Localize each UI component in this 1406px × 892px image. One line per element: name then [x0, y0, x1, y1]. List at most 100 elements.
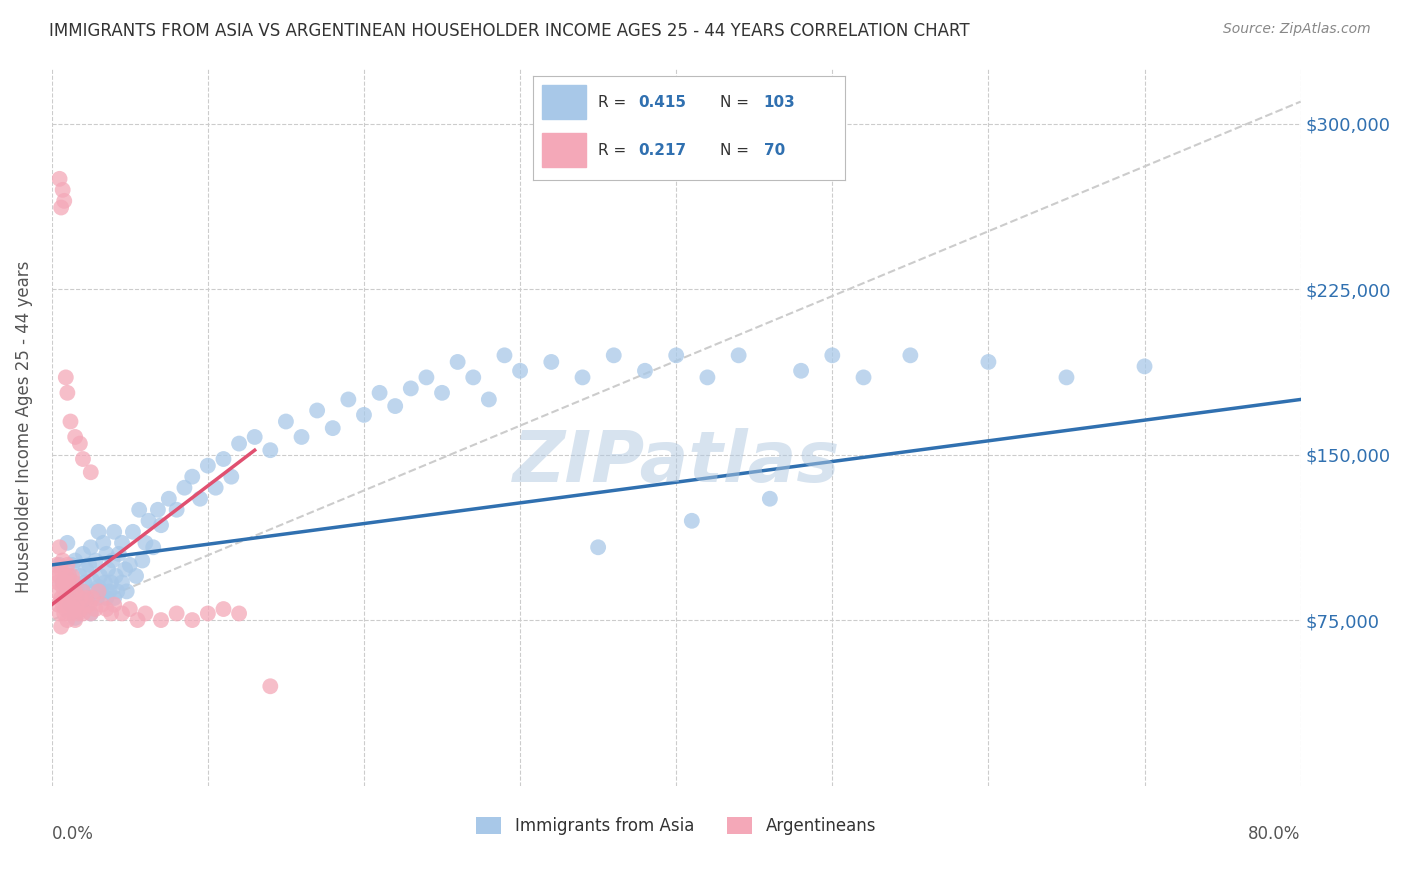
Point — [62, 602, 84, 616]
Point — [72, 452, 94, 467]
Text: Source: ZipAtlas.com: Source: ZipAtlas.com — [1223, 22, 1371, 37]
Point — [63, 430, 86, 444]
Point — [55, 569, 77, 583]
Point — [603, 348, 626, 362]
Point — [80, 607, 103, 621]
Point — [96, 602, 118, 616]
Point — [134, 607, 156, 621]
Point — [127, 613, 149, 627]
Point — [898, 348, 921, 362]
Y-axis label: Householder Income Ages 25 - 44 years: Householder Income Ages 25 - 44 years — [15, 260, 32, 593]
Point — [52, 553, 75, 567]
Point — [142, 541, 165, 555]
Point — [56, 385, 79, 400]
Point — [105, 584, 128, 599]
Point — [69, 436, 91, 450]
Point — [70, 602, 93, 616]
Point — [322, 421, 344, 435]
Point — [82, 574, 104, 588]
Point — [60, 569, 83, 583]
Point — [122, 524, 145, 539]
Point — [66, 598, 89, 612]
Point — [228, 436, 250, 450]
Point — [72, 584, 94, 599]
Point — [60, 591, 83, 605]
Point — [173, 481, 195, 495]
Point — [90, 584, 112, 599]
Point — [58, 569, 80, 583]
Point — [665, 348, 688, 362]
Point — [59, 598, 82, 612]
Point — [90, 598, 112, 612]
Point — [80, 541, 103, 555]
Point — [727, 348, 749, 362]
Point — [59, 580, 82, 594]
Point — [188, 491, 211, 506]
Legend: Immigrants from Asia, Argentineans: Immigrants from Asia, Argentineans — [470, 810, 883, 842]
Point — [72, 607, 94, 621]
Point — [103, 591, 125, 605]
Point — [84, 602, 107, 616]
Point — [62, 575, 84, 590]
Point — [759, 491, 782, 506]
Point — [69, 591, 91, 605]
Point — [181, 469, 204, 483]
Point — [56, 536, 79, 550]
Point — [70, 602, 93, 616]
Point — [114, 562, 136, 576]
Point — [87, 580, 110, 594]
Point — [66, 580, 89, 594]
Point — [53, 607, 76, 621]
Point — [111, 575, 134, 590]
Text: 0.0%: 0.0% — [52, 825, 94, 843]
Point — [103, 524, 125, 539]
Point — [259, 679, 281, 693]
Point — [48, 569, 70, 583]
Point — [58, 598, 80, 612]
Point — [55, 602, 77, 616]
Point — [212, 452, 235, 467]
Point — [46, 598, 69, 612]
Point — [104, 569, 127, 583]
Point — [55, 370, 77, 384]
Point — [478, 392, 501, 407]
Point — [53, 194, 76, 208]
Point — [56, 584, 79, 599]
Point — [290, 430, 312, 444]
Point — [56, 580, 79, 594]
Point — [494, 348, 516, 362]
Point — [108, 547, 131, 561]
Point — [368, 385, 391, 400]
Point — [100, 575, 122, 590]
Point — [118, 558, 141, 572]
Point — [84, 553, 107, 567]
Point — [118, 602, 141, 616]
Point — [48, 607, 70, 621]
Point — [89, 569, 111, 583]
Point — [790, 364, 813, 378]
Point — [82, 591, 104, 605]
Point — [48, 541, 70, 555]
Point — [125, 569, 148, 583]
Point — [384, 399, 406, 413]
Point — [146, 502, 169, 516]
Point — [77, 598, 100, 612]
Point — [586, 541, 609, 555]
Point — [55, 569, 77, 583]
Point — [52, 575, 75, 590]
Point — [77, 558, 100, 572]
Point — [49, 562, 72, 576]
Point — [259, 443, 281, 458]
Point — [977, 355, 1000, 369]
Point — [115, 584, 138, 599]
Point — [86, 591, 108, 605]
Point — [150, 518, 173, 533]
Point — [48, 171, 70, 186]
Point — [75, 591, 97, 605]
Text: IMMIGRANTS FROM ASIA VS ARGENTINEAN HOUSEHOLDER INCOME AGES 25 - 44 YEARS CORREL: IMMIGRANTS FROM ASIA VS ARGENTINEAN HOUS… — [49, 22, 970, 40]
Point — [681, 514, 703, 528]
Point — [80, 607, 103, 621]
Point — [49, 201, 72, 215]
Point — [415, 370, 437, 384]
Point — [67, 607, 90, 621]
